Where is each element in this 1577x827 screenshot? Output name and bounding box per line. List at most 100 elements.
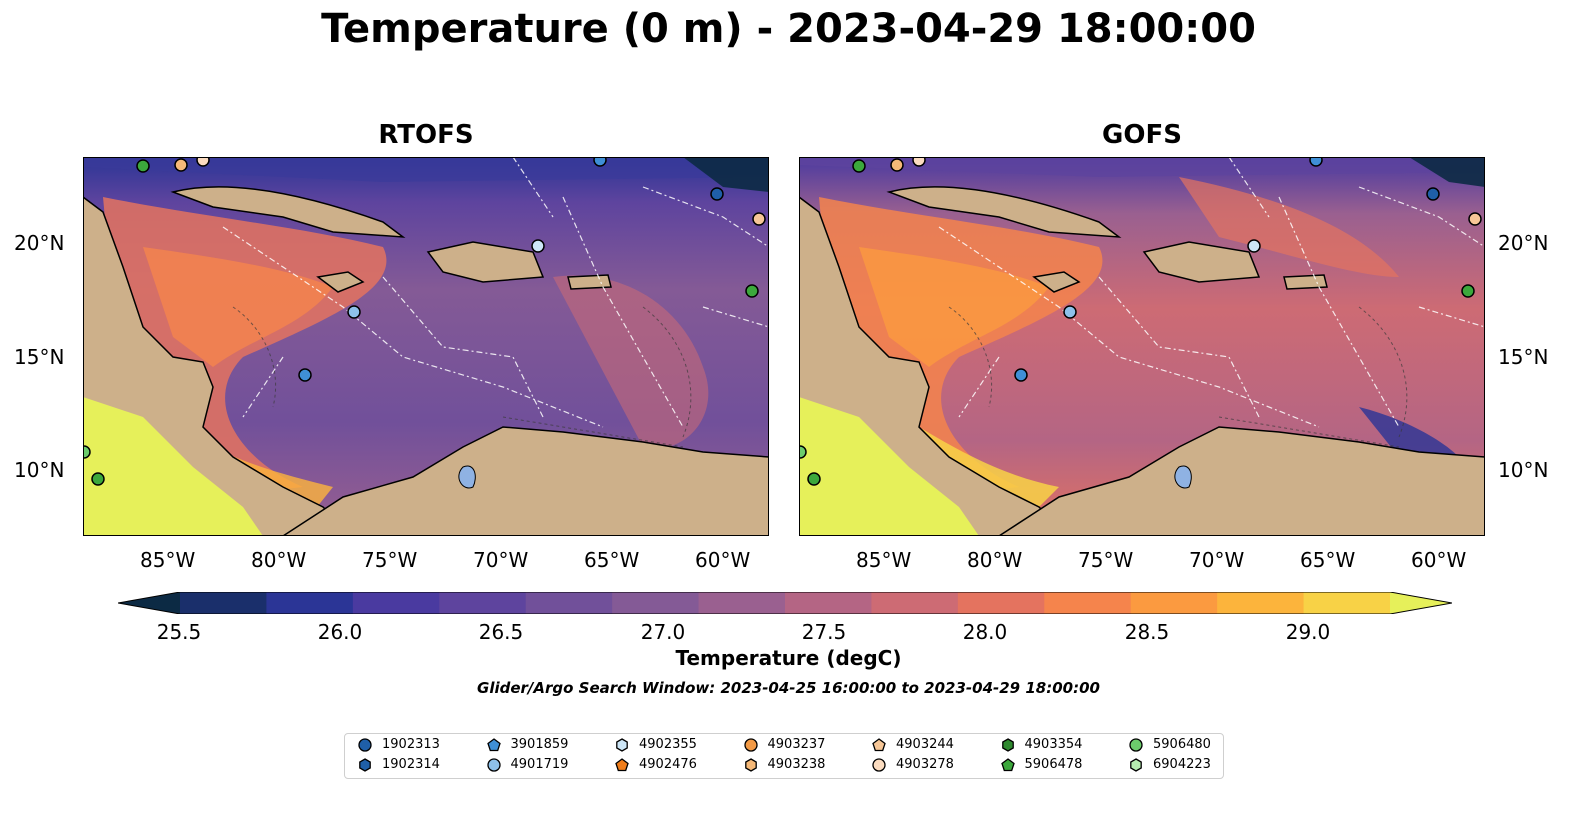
colorbar-segment	[871, 592, 959, 614]
legend: 1902313 1902314 3901859 4901719 4902355 49024…	[344, 733, 1224, 779]
land-cuba	[886, 186, 1122, 238]
float-markers	[799, 157, 1482, 486]
marker-4903238[interactable]	[890, 158, 904, 172]
legend-label: 4902476	[639, 757, 697, 772]
marker-3901859b[interactable]	[298, 368, 312, 382]
legend-item[interactable]: 4903244	[872, 737, 954, 752]
marker-4901719[interactable]	[1063, 305, 1077, 319]
land-jamaica	[1032, 271, 1081, 293]
legend-item[interactable]: 5906480	[1129, 737, 1211, 752]
marker-4901719[interactable]	[347, 305, 361, 319]
panel-title-gofs: GOFS	[1102, 120, 1182, 150]
colorbar-tick: 27.0	[640, 620, 686, 644]
legend-label: 4902355	[639, 737, 697, 752]
marker-4903244[interactable]	[1468, 212, 1482, 226]
warm-region	[143, 247, 333, 367]
colorbar-extend-low	[118, 592, 180, 614]
legend-label: 4903237	[767, 737, 826, 752]
panel-title-rtofs: RTOFS	[378, 120, 474, 150]
depth-contours	[948, 306, 1408, 448]
legend-item[interactable]: 4901719	[486, 757, 568, 772]
cool-region	[1409, 157, 1485, 187]
marker-4902355[interactable]	[1247, 239, 1261, 253]
lon-label: 70°W	[1189, 548, 1245, 572]
marker-4903278[interactable]	[912, 157, 926, 167]
legend-pentagon-marker-icon	[615, 757, 629, 771]
colorbar-segment	[957, 592, 1045, 614]
land-jamaica	[316, 271, 365, 293]
legend-item[interactable]: 3901859	[486, 737, 568, 752]
marker-3901859b[interactable]	[1014, 368, 1028, 382]
legend-label: 1902314	[382, 757, 440, 772]
legend-item[interactable]: 1902313	[358, 737, 440, 752]
eez-boundaries	[222, 157, 769, 428]
marker-1902313[interactable]	[710, 187, 724, 201]
legend-item[interactable]: 4902476	[615, 757, 697, 772]
marker-4903278[interactable]	[196, 157, 210, 167]
marker-5906478b[interactable]	[1461, 284, 1475, 298]
legend-item[interactable]: 4903354	[1001, 737, 1083, 752]
legend-label: 6904223	[1153, 757, 1211, 772]
marker-4903238[interactable]	[174, 158, 188, 172]
marker-5906478b[interactable]	[745, 284, 759, 298]
colorbar-segment	[612, 592, 700, 614]
legend-label: 5906478	[1024, 757, 1083, 772]
land-puerto-rico	[1283, 274, 1328, 290]
legend-item[interactable]: 5906478	[1000, 757, 1083, 772]
legend-circle-marker-icon	[358, 737, 372, 752]
marker-3901859[interactable]	[1309, 157, 1323, 167]
marker-5906478c[interactable]	[807, 472, 821, 486]
marker-5906480[interactable]	[799, 445, 807, 459]
pacific-warm	[799, 397, 979, 536]
land-hispaniola	[426, 241, 545, 283]
land-hispaniola	[1142, 241, 1261, 283]
land-south-america	[281, 426, 769, 536]
search-window-note: Glider/Argo Search Window: 2023-04-25 16…	[477, 679, 1100, 697]
legend-hexagon-marker-icon	[1001, 737, 1014, 752]
depth-contours	[232, 306, 692, 448]
marker-5906478[interactable]	[852, 159, 866, 173]
map-rtofs-svg	[83, 157, 769, 536]
marker-3901859[interactable]	[593, 157, 607, 167]
colorbar	[118, 592, 1452, 614]
lon-label: 75°W	[362, 548, 418, 572]
marker-5906478[interactable]	[136, 159, 150, 173]
marker-4902355[interactable]	[531, 239, 545, 253]
legend-hexagon-marker-icon	[616, 737, 628, 752]
map-frame	[799, 157, 1485, 536]
legend-pentagon-marker-icon	[1000, 757, 1015, 771]
legend-label: 4903354	[1024, 737, 1083, 752]
legend-item[interactable]: 6904223	[1129, 757, 1211, 772]
lon-label: 85°W	[140, 548, 196, 572]
pacific-warm	[83, 397, 263, 536]
legend-item[interactable]: 4903237	[743, 737, 826, 752]
lon-label: 65°W	[1300, 548, 1356, 572]
legend-item[interactable]: 1902314	[358, 757, 440, 772]
legend-item[interactable]: 4903278	[872, 757, 954, 772]
map-frame	[83, 157, 769, 536]
marker-5906480[interactable]	[83, 445, 91, 459]
legend-item[interactable]: 4903238	[744, 757, 825, 772]
colorbar-extend-high	[1390, 592, 1452, 614]
marker-1902313[interactable]	[1426, 187, 1440, 201]
legend-circle-marker-icon	[486, 757, 501, 772]
colorbar-segment	[785, 592, 872, 614]
land-puerto-rico	[567, 274, 612, 290]
legend-label: 4903244	[896, 737, 954, 752]
lat-label: 10°N	[14, 458, 65, 482]
lake-maracaibo	[1174, 465, 1192, 489]
lat-label: 20°N	[1498, 231, 1549, 255]
marker-4903244[interactable]	[752, 212, 766, 226]
colorbar-tick: 25.5	[156, 620, 202, 644]
map-rtofs	[83, 157, 769, 536]
land-south-america	[997, 426, 1485, 536]
legend-item[interactable]: 4902355	[615, 737, 697, 752]
marker-5906478c[interactable]	[91, 472, 105, 486]
legend-circle-marker-icon	[872, 757, 886, 772]
land-cuba	[170, 186, 406, 238]
legend-hexagon-marker-icon	[359, 757, 371, 772]
legend-circle-marker-icon	[743, 737, 758, 752]
colorbar-segment	[1130, 592, 1218, 614]
lon-label: 70°W	[473, 548, 529, 572]
colorbar-segment	[266, 592, 354, 614]
